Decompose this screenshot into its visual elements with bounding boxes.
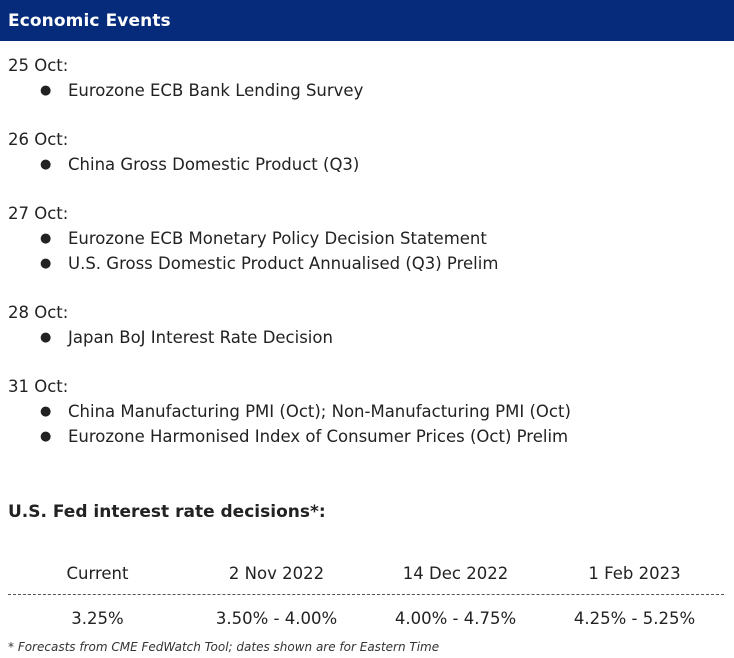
event-date-group: 27 Oct: ● Eurozone ECB Monetary Policy Dec… (8, 202, 728, 276)
rate-value-cell: 4.25% - 5.25% (573, 609, 696, 628)
bullet-icon: ● (40, 330, 52, 345)
event-date-group: 28 Oct: ● Japan BoJ Interest Rate Decision (8, 301, 728, 350)
event-item-text: U.S. Gross Domestic Product Annualised (… (68, 254, 499, 273)
rate-column-header: 2 Nov 2022 (228, 564, 325, 583)
event-date: 26 Oct: (8, 130, 69, 149)
bullet-icon: ● (40, 231, 52, 246)
event-date: 31 Oct: (8, 377, 69, 396)
header-title: Economic Events (8, 10, 171, 31)
event-date-group: 26 Oct: ● China Gross Domestic Product (Q3… (8, 128, 728, 177)
event-list: ● China Manufacturing PMI (Oct); Non-Manu… (8, 399, 728, 449)
event-item-text: China Gross Domestic Product (Q3) (68, 155, 360, 174)
event-list: ● Japan BoJ Interest Rate Decision (8, 325, 728, 350)
event-item-text: Eurozone ECB Monetary Policy Decision St… (68, 229, 487, 248)
event-item-text: Eurozone ECB Bank Lending Survey (68, 81, 364, 100)
events-section: 25 Oct: ● Eurozone ECB Bank Lending Survey… (8, 54, 728, 474)
header-bar: Economic Events (0, 0, 734, 41)
event-item-text: Eurozone Harmonised Index of Consumer Pr… (68, 427, 569, 446)
event-date-group: 25 Oct: ● Eurozone ECB Bank Lending Survey (8, 54, 728, 103)
event-date-group: 31 Oct: ● China Manufacturing PMI (Oct); N… (8, 375, 728, 449)
event-item: ● Eurozone Harmonised Index of Consumer P… (8, 424, 728, 449)
event-list: ● China Gross Domestic Product (Q3) (8, 152, 728, 177)
rate-table-divider (8, 594, 724, 595)
event-date: 25 Oct: (8, 56, 69, 75)
bullet-icon: ● (40, 404, 52, 419)
event-list: ● Eurozone ECB Monetary Policy Decision S… (8, 226, 728, 276)
event-item: ● Eurozone ECB Monetary Policy Decision S… (8, 226, 728, 251)
rate-column-header: Current (66, 564, 129, 583)
bullet-icon: ● (40, 157, 52, 172)
rate-column-header: 14 Dec 2022 (402, 564, 509, 583)
event-item: ● Eurozone ECB Bank Lending Survey (8, 78, 728, 103)
event-item: ● U.S. Gross Domestic Product Annualised … (8, 251, 728, 276)
event-date: 28 Oct: (8, 303, 69, 322)
rate-value-cell: 3.25% (71, 609, 124, 628)
bullet-icon: ● (40, 256, 52, 271)
event-item-text: Japan BoJ Interest Rate Decision (68, 328, 333, 347)
event-item: ● Japan BoJ Interest Rate Decision (8, 325, 728, 350)
fed-rate-heading: U.S. Fed interest rate decisions*: (8, 502, 326, 522)
rate-value-cell: 3.50% - 4.00% (215, 609, 338, 628)
event-item-text: China Manufacturing PMI (Oct); Non-Manuf… (68, 402, 571, 421)
bullet-icon: ● (40, 83, 52, 98)
footnote: * Forecasts from CME FedWatch Tool; date… (8, 640, 440, 654)
rate-table-value-row: 3.25% 3.50% - 4.00% 4.00% - 4.75% 4.25% … (8, 605, 724, 633)
event-item: ● China Gross Domestic Product (Q3) (8, 152, 728, 177)
rate-table-header-row: Current 2 Nov 2022 14 Dec 2022 1 Feb 202… (8, 560, 724, 588)
event-list: ● Eurozone ECB Bank Lending Survey (8, 78, 728, 103)
event-item: ● China Manufacturing PMI (Oct); Non-Manu… (8, 399, 728, 424)
rate-table: Current 2 Nov 2022 14 Dec 2022 1 Feb 202… (8, 560, 724, 633)
rate-column-header: 1 Feb 2023 (588, 564, 681, 583)
rate-value-cell: 4.00% - 4.75% (394, 609, 517, 628)
event-date: 27 Oct: (8, 204, 69, 223)
bullet-icon: ● (40, 429, 52, 444)
